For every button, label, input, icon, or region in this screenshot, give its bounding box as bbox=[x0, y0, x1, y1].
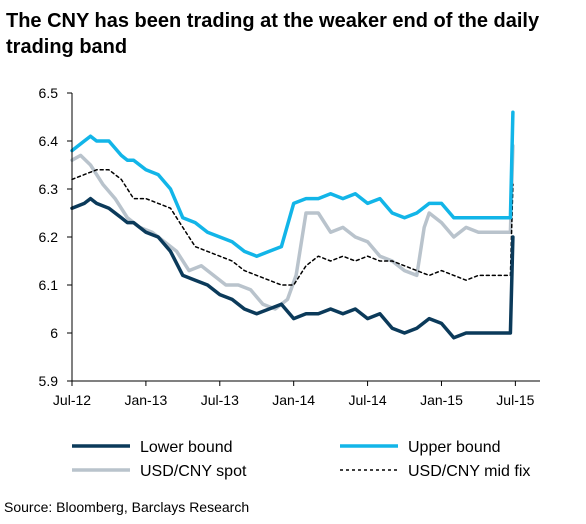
chart-title: The CNY has been trading at the weaker e… bbox=[6, 10, 540, 58]
x-tick-label: Jul-14 bbox=[349, 392, 387, 408]
upper-bound-line bbox=[70, 110, 515, 258]
x-tick-label: Jan-14 bbox=[272, 392, 315, 408]
lower-bound-line bbox=[70, 196, 515, 340]
spot-legend-label: USD/CNY spot bbox=[140, 463, 247, 480]
y-tick-label: 6 bbox=[50, 325, 58, 341]
source-note: Source: Bloomberg, Barclays Research bbox=[4, 499, 250, 515]
y-tick-label: 6.5 bbox=[39, 85, 59, 101]
x-ticks: Jul-12 Jan-13 Jul-13 Jan-14 Jul-14 Jan-15 Jul-… bbox=[53, 381, 535, 408]
x-tick-label: Jul-12 bbox=[53, 392, 91, 408]
legend: Lower bound Upper bound USD/CNY spot USD/CN… bbox=[72, 439, 530, 480]
y-tick-label: 6.2 bbox=[39, 229, 59, 245]
upper-bound-legend-label: Upper bound bbox=[408, 439, 501, 456]
x-tick-label: Jan-15 bbox=[420, 392, 463, 408]
y-ticks: 6.5 6.4 6.3 6.2 6.1 6 5.9 bbox=[39, 85, 72, 389]
mid-fix-legend-label: USD/CNY mid fix bbox=[408, 463, 530, 480]
spot-line bbox=[70, 144, 515, 311]
y-tick-label: 6.1 bbox=[39, 277, 59, 293]
axes bbox=[71, 93, 540, 382]
x-tick-label: Jul-13 bbox=[201, 392, 239, 408]
y-tick-label: 6.3 bbox=[39, 181, 59, 197]
x-tick-label: Jul-15 bbox=[496, 392, 534, 408]
x-tick-label: Jan-13 bbox=[124, 392, 167, 408]
plot-lines bbox=[70, 110, 515, 340]
mid-fix-line bbox=[71, 169, 514, 286]
lower-bound-legend-label: Lower bound bbox=[140, 439, 233, 456]
y-tick-label: 6.4 bbox=[39, 133, 59, 149]
y-tick-label: 5.9 bbox=[39, 373, 59, 389]
